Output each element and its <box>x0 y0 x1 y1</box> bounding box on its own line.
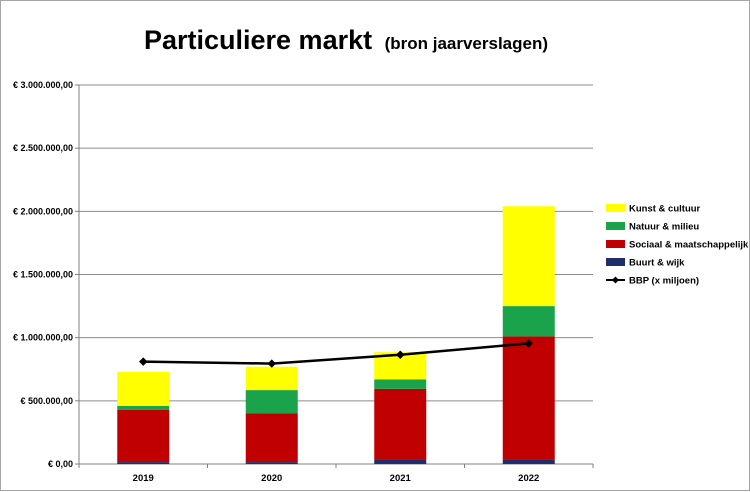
legend-swatch <box>606 204 625 212</box>
legend-swatch <box>606 240 625 248</box>
legend-label: Kunst & cultuur <box>629 204 701 215</box>
y-tick-label: € 500.000,00 <box>20 396 73 406</box>
bar-buurt-wijk-2020 <box>245 462 298 464</box>
x-tick-label: 2020 <box>261 473 282 484</box>
line-bbp <box>143 342 529 365</box>
line-point-2021 <box>396 350 405 359</box>
chart-subtitle: (bron jaarverslagen) <box>385 34 548 53</box>
bar-kunst-cultuur-2020 <box>245 366 298 391</box>
bar-kunst-cultuur-2019 <box>117 371 170 406</box>
legend-swatch <box>606 258 625 266</box>
x-tick-label: 2019 <box>133 473 154 484</box>
bar-sociaal-maatschappelijk-2021 <box>374 388 427 460</box>
line-series <box>139 339 533 368</box>
bar-buurt-wijk-2019 <box>117 462 170 464</box>
legend: Kunst & cultuur Natuur & milieu Sociaal & … <box>606 204 749 287</box>
y-tick-label: € 2.000.000,00 <box>13 206 73 216</box>
bar-kunst-cultuur-2022 <box>502 206 555 307</box>
bar-natuur-milieu-2019 <box>117 405 170 410</box>
y-tick-label: € 3.000.000,00 <box>13 80 73 90</box>
bar-natuur-milieu-2021 <box>374 379 427 389</box>
line-point-2019 <box>139 357 148 366</box>
y-tick-label: € 1.000.000,00 <box>13 333 73 343</box>
y-tick-label: € 2.500.000,00 <box>13 143 73 153</box>
x-tick-label: 2022 <box>518 473 539 484</box>
bar-sociaal-maatschappelijk-2019 <box>117 409 170 463</box>
bar-natuur-milieu-2022 <box>502 306 555 337</box>
chart-title: Particuliere markt (bron jaarverslagen) <box>144 25 548 55</box>
bar-buurt-wijk-2021 <box>374 459 427 464</box>
bar-buurt-wijk-2022 <box>502 459 555 464</box>
bar-sociaal-maatschappelijk-2020 <box>245 413 298 463</box>
legend-swatch <box>606 222 625 230</box>
line-point-2020 <box>267 359 276 368</box>
bar-sociaal-maatschappelijk-2022 <box>502 336 555 460</box>
chart-title-main: Particuliere markt <box>144 25 372 55</box>
line-point-2022 <box>524 339 533 348</box>
y-tick-label: € 0,00 <box>48 459 73 469</box>
bar-natuur-milieu-2020 <box>245 390 298 414</box>
legend-label: Sociaal & maatschappelijk <box>629 240 749 251</box>
y-tick-label: € 1.500.000,00 <box>13 270 73 280</box>
x-tick-label: 2021 <box>390 473 412 484</box>
legend-label: Natuur & milieu <box>629 222 699 233</box>
legend-label: BBP (x miljoen) <box>629 276 699 287</box>
legend-marker <box>611 276 620 284</box>
bars <box>117 206 555 464</box>
legend-label: Buurt & wijk <box>629 258 685 269</box>
